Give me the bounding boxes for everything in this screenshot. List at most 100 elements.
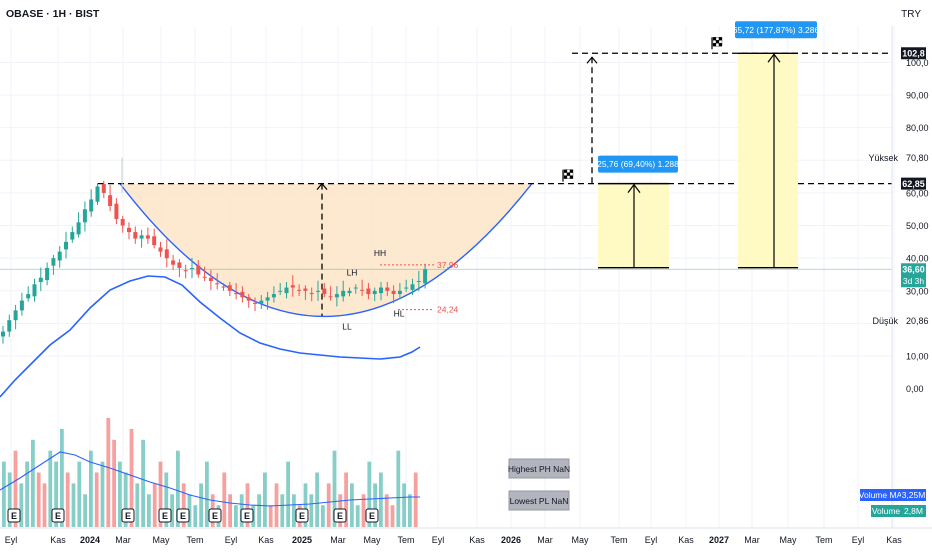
- time-axis[interactable]: Eyl Kas 2024 Mar May Tem Eyl Kas 2025 Mar May Tem Ey…: [0, 527, 932, 545]
- earnings-marker-label: E: [162, 511, 168, 521]
- volume-bar: [83, 494, 87, 527]
- highest-ph-box: [508, 458, 570, 479]
- finish-flag-icon: [562, 169, 574, 182]
- candle-body: [133, 232, 138, 239]
- candle-body: [221, 286, 226, 288]
- volume-label: Volume: [872, 506, 901, 516]
- volume-badge: [871, 505, 901, 517]
- currency-label[interactable]: TRY: [901, 9, 921, 20]
- volume-bar: [344, 472, 348, 527]
- pivot-hl-label: HL: [394, 309, 405, 319]
- candle-body: [38, 277, 43, 282]
- volume-bar: [286, 461, 290, 527]
- earnings-marker: [7, 508, 21, 523]
- earnings-marker: [208, 508, 222, 523]
- time-tick-label: 2024: [80, 535, 100, 545]
- target-zone-2: [738, 53, 798, 268]
- cup-depth-arrow: [316, 182, 328, 191]
- earnings-marker: [158, 508, 172, 523]
- candle-body: [316, 290, 320, 292]
- flag-square: [718, 43, 723, 47]
- candle-body: [57, 251, 62, 261]
- high-value: 70,80: [906, 153, 929, 163]
- volume-bar: [141, 439, 145, 527]
- lowest-pl-box: [508, 490, 570, 511]
- time-tick-label: 2026: [501, 535, 521, 545]
- volume-bar: [54, 461, 58, 527]
- earnings-marker-label: E: [337, 511, 343, 521]
- time-tick-label: 2027: [709, 535, 729, 545]
- earnings-marker: [240, 508, 254, 523]
- annotations: 37,96 24,24 HH LH LL HL Highest PH NaN Lowest P…: [0, 248, 892, 511]
- finish-flag-icon: [711, 37, 723, 50]
- earnings-marker: [51, 508, 65, 523]
- price-tick-label: 60,00: [906, 188, 929, 198]
- candle-body: [64, 241, 68, 250]
- last-price-badge: [901, 263, 926, 288]
- time-tick-label: Tem: [815, 535, 832, 545]
- volume-bar: [361, 494, 366, 527]
- volume-bar: [396, 450, 401, 527]
- candle-body: [215, 283, 220, 285]
- volume-bar: [187, 494, 192, 527]
- time-tick-label: May: [152, 535, 170, 545]
- volume-bar: [2, 461, 6, 527]
- time-tick-label: Kas: [678, 535, 694, 545]
- neckline-badge: [901, 177, 926, 190]
- time-tick-label: Eyl: [852, 535, 865, 545]
- time-tick-label: May: [779, 535, 797, 545]
- volume-bar: [60, 428, 64, 527]
- volume-ma-line: [0, 451, 420, 507]
- time-tick-label: May: [363, 535, 381, 545]
- volume-bar: [228, 494, 232, 527]
- time-tick-label: Tem: [610, 535, 627, 545]
- low-value: 20,86: [906, 316, 929, 326]
- target-arrow-head: [627, 183, 641, 193]
- candle-body: [171, 260, 176, 265]
- time-tick-label: Eyl: [225, 535, 238, 545]
- target-callout-text: 65,72 (177,87%) 3.286: [733, 25, 820, 35]
- price-tick-label: 40,00: [906, 254, 929, 264]
- countdown-value: 3d 3h: [903, 276, 925, 286]
- price-axis[interactable]: 100,0 90,00 80,00 60,00 50,00 40,00 30,00 10,00…: [859, 26, 929, 528]
- price-tick-label: 100,0: [906, 58, 929, 68]
- candles: [1, 157, 428, 344]
- candle-body: [234, 293, 239, 295]
- volume-bar: [170, 494, 174, 527]
- candle-body: [284, 287, 289, 294]
- volume-bar: [42, 483, 47, 527]
- candle-body: [158, 247, 163, 252]
- flag-square: [718, 40, 723, 44]
- volume-bar: [402, 483, 406, 527]
- candle-body: [297, 289, 302, 291]
- candle-body: [253, 302, 257, 304]
- earnings-marker-label: E: [244, 511, 250, 521]
- candle-body: [32, 284, 37, 297]
- candle-body: [7, 320, 12, 332]
- candle-body: [353, 287, 358, 289]
- flag-square: [718, 37, 723, 41]
- target-top-badge: [901, 47, 926, 60]
- volume-bar: [106, 418, 111, 527]
- candle-body: [309, 293, 314, 295]
- last-price-value: 36,60: [902, 264, 925, 274]
- flag-square: [715, 43, 720, 47]
- volume-bar: [280, 494, 285, 527]
- volume-bar: [94, 472, 99, 527]
- volume-bar: [25, 461, 29, 527]
- lowest-pl-text: Lowest PL NaN: [510, 496, 569, 506]
- earnings-marker-label: E: [299, 511, 305, 521]
- flag-square: [715, 40, 720, 44]
- candle-body: [265, 297, 270, 301]
- candle-body: [89, 199, 94, 212]
- candle-body: [347, 290, 352, 294]
- target-callout: [598, 155, 678, 173]
- time-tick-label: Mar: [330, 535, 346, 545]
- volume-bar: [135, 483, 140, 527]
- candle-body: [372, 290, 377, 295]
- volume-bar: [222, 472, 227, 527]
- candle-body: [271, 294, 276, 298]
